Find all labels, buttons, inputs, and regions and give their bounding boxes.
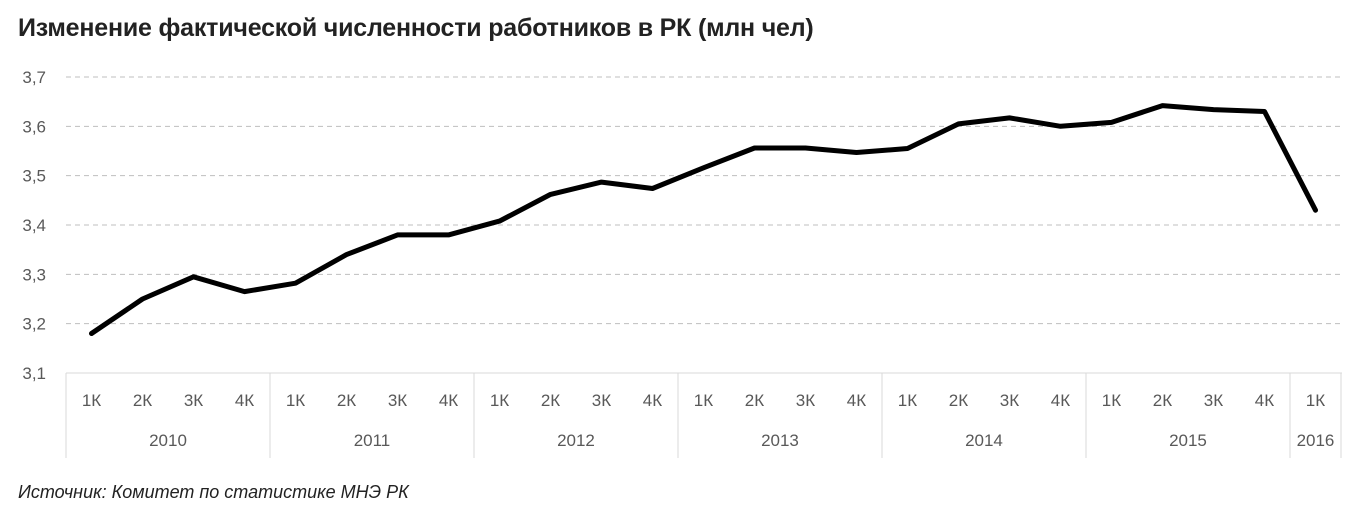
x-tick-label: 2К [949,391,968,410]
y-tick-label: 3,5 [22,167,46,186]
x-tick-label: 4К [847,391,866,410]
x-tick-label: 3К [592,391,611,410]
series-line [89,103,1318,336]
x-tick-label: 2К [133,391,152,410]
x-tick-label: 2К [1153,391,1172,410]
x-group-label: 2016 [1297,431,1335,450]
y-tick-label: 3,4 [22,216,46,235]
x-axis: 1К 2К 3К 4К 1К 2К 3К 4К 1К 2К 3К 4К 1К 2К 3К 4К 1К 2К 3К 4К… [65,372,1342,458]
x-tick-label: 3К [388,391,407,410]
x-tick-label: 2К [337,391,356,410]
x-group-label: 2013 [761,431,799,450]
chart-title: Изменение фактической численности работн… [18,14,814,42]
y-tick-label: 3,6 [22,117,46,136]
series-line-path [89,103,1318,336]
x-tick-label: 1К [490,391,509,410]
x-tick-label: 4К [439,391,458,410]
x-tick-label: 4К [235,391,254,410]
x-tick-label: 2К [541,391,560,410]
x-tick-label: 1К [898,391,917,410]
y-tick-label: 3,1 [22,364,46,383]
x-tick-label: 1К [1306,391,1325,410]
gridlines [66,76,1342,325]
x-group-label: 2014 [965,431,1003,450]
x-tick-label: 2К [745,391,764,410]
x-tick-label: 1К [286,391,305,410]
x-group-label: 2011 [354,431,391,450]
y-tick-label: 3,3 [22,265,46,284]
x-tick-label: 1К [1102,391,1121,410]
x-tick-label: 3К [796,391,815,410]
source-note: Источник: Комитет по статистике МНЭ РК [18,482,409,502]
x-tick-label: 4К [643,391,662,410]
x-tick-label: 3К [184,391,203,410]
x-group-label: 2015 [1169,431,1207,450]
y-axis-ticks: 3,1 3,2 3,3 3,4 3,5 3,6 3,7 [22,68,46,383]
x-group-label: 2010 [149,431,187,450]
x-tick-label: 3К [1000,391,1019,410]
x-tick-label: 3К [1204,391,1223,410]
y-tick-label: 3,7 [22,68,46,87]
x-group-label: 2012 [557,431,595,450]
x-tick-label: 1К [82,391,101,410]
x-tick-label: 1К [694,391,713,410]
y-tick-label: 3,2 [22,315,46,334]
x-tick-label: 4К [1255,391,1274,410]
x-tick-label: 4К [1051,391,1070,410]
